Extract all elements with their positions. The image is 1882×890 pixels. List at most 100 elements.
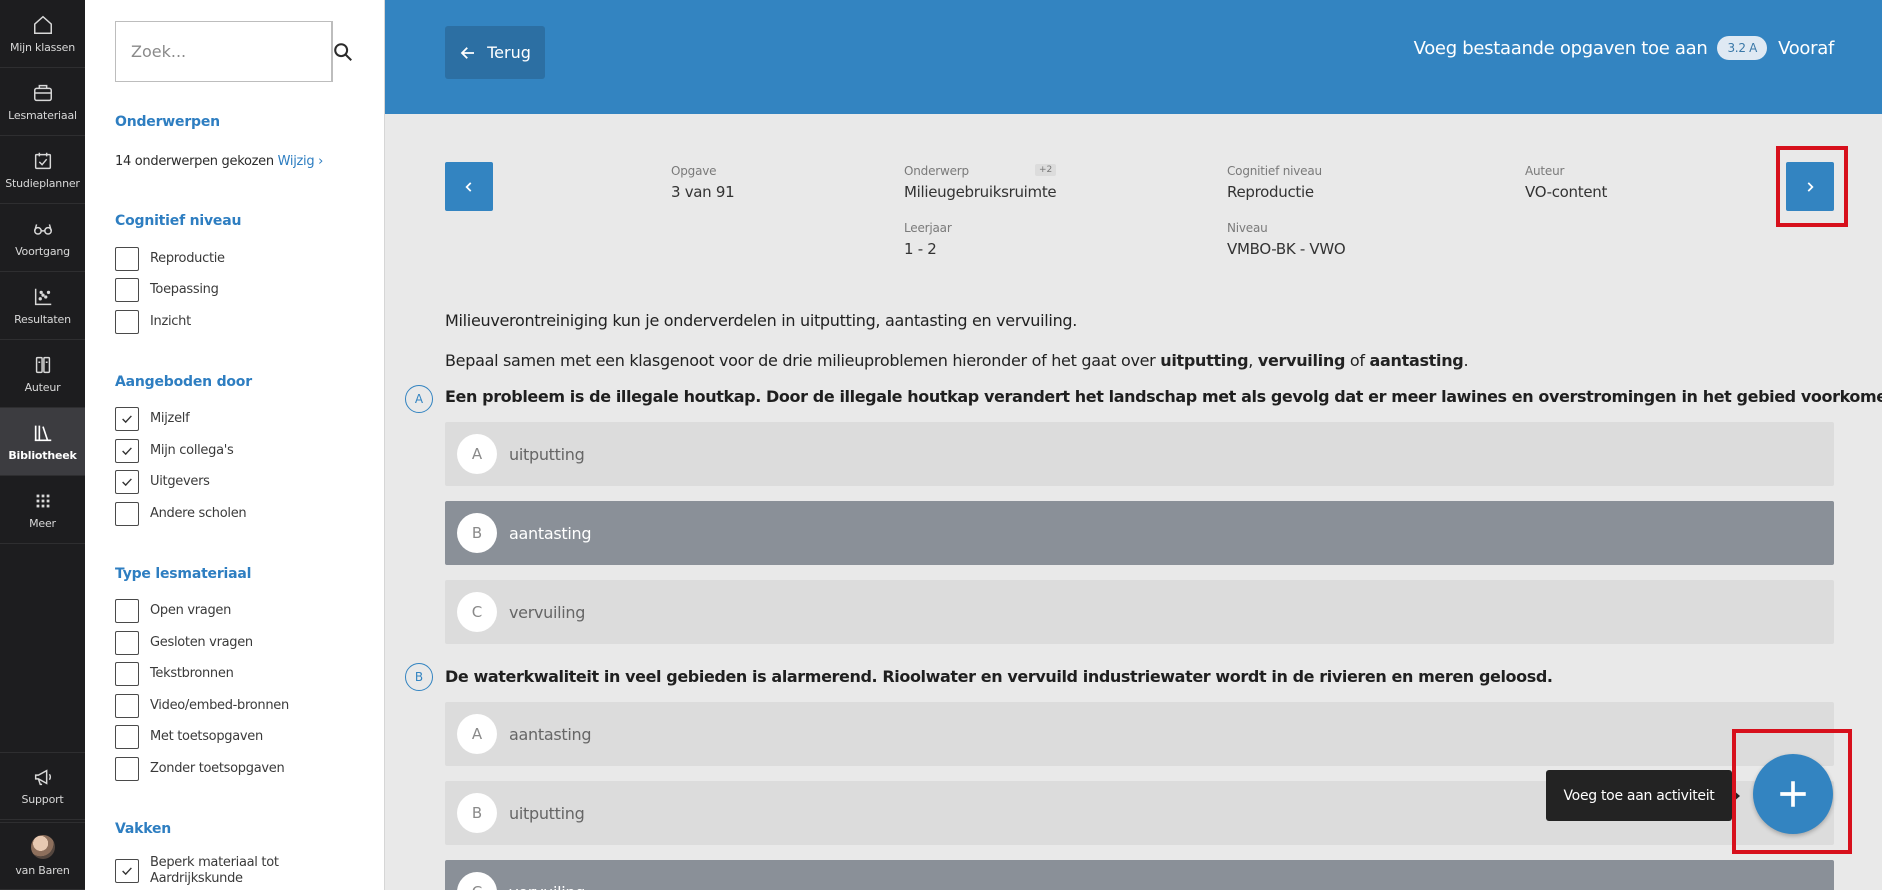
option-text: aantasting	[509, 523, 592, 543]
checkbox[interactable]	[115, 502, 139, 526]
filter-mijzelf[interactable]: Mijzelf	[115, 407, 190, 431]
user-name: van Baren	[15, 864, 70, 877]
checkbox-label: Gesloten vragen	[150, 635, 253, 650]
home-icon	[33, 15, 52, 34]
year-value: 1 - 2	[904, 240, 937, 258]
nav-item-support[interactable]: Support	[0, 752, 85, 820]
checkbox-label: Reproductie	[150, 251, 225, 266]
cognitive-label: Cognitief niveau	[1227, 164, 1322, 178]
checkbox[interactable]	[115, 757, 139, 781]
answer-option[interactable]: A aantasting	[445, 702, 1834, 766]
instruction-term: vervuiling	[1257, 351, 1346, 370]
topics-heading: Onderwerpen	[115, 114, 220, 130]
filter-toepassing[interactable]: Toepassing	[115, 278, 219, 302]
search-input[interactable]	[116, 22, 331, 81]
author-value: VO-content	[1525, 183, 1608, 201]
nav-item-auteur[interactable]: Auteur	[0, 340, 85, 408]
check-icon	[122, 478, 132, 487]
calendar-check-icon	[34, 152, 51, 169]
next-exercise-button[interactable]	[1786, 162, 1834, 211]
filter-gesloten-vragen[interactable]: Gesloten vragen	[115, 631, 253, 655]
instruction-term: uitputting	[1160, 351, 1249, 370]
topics-count: 14 onderwerpen gekozen	[115, 154, 274, 169]
checkbox-label: Tekstbronnen	[150, 666, 234, 681]
nav-label: Resultaten	[14, 312, 71, 326]
author-icon	[35, 356, 50, 373]
nav-item-meer[interactable]: Meer	[0, 476, 85, 544]
option-text: vervuiling	[509, 883, 585, 890]
class-badge: 3.2 A	[1717, 36, 1768, 60]
filter-tekstbronnen[interactable]: Tekstbronnen	[115, 662, 234, 686]
checkbox-checked[interactable]	[115, 407, 139, 431]
checkbox-label: Met toetsopgaven	[150, 729, 263, 744]
filter-reproductie[interactable]: Reproductie	[115, 247, 225, 271]
filter-sidebar: Onderwerpen 14 onderwerpen gekozen Wijzi…	[85, 0, 385, 890]
checkbox-checked[interactable]	[115, 439, 139, 463]
nav-label: Meer	[29, 516, 56, 530]
arrow-left-icon	[460, 46, 475, 59]
question-marker: B	[405, 663, 433, 691]
add-to-activity-button[interactable]	[1753, 754, 1833, 834]
exercise-intro: Milieuverontreiniging kun je onderverdel…	[445, 311, 1078, 330]
filter-andere-scholen[interactable]: Andere scholen	[115, 502, 247, 526]
nav-label: Bibliotheek	[8, 448, 77, 462]
search-icon	[334, 42, 352, 61]
page-title-text: Voeg bestaande opgaven toe aan	[1413, 37, 1708, 59]
topic-value: Milieugebruiksruimte	[904, 183, 1057, 201]
user-menu[interactable]: van Baren	[0, 822, 85, 890]
filter-met-toetsopgaven[interactable]: Met toetsopgaven	[115, 725, 263, 749]
type-heading: Type lesmateriaal	[115, 566, 252, 582]
author-label: Auteur	[1525, 164, 1565, 178]
checkbox-checked[interactable]	[115, 470, 139, 494]
checkbox[interactable]	[115, 310, 139, 334]
change-topics-link[interactable]: Wijzig ›	[278, 154, 324, 169]
previous-exercise-button[interactable]	[445, 162, 493, 211]
nav-item-mijn-klassen[interactable]: Mijn klassen	[0, 0, 85, 68]
checkbox-label: Andere scholen	[150, 506, 247, 521]
checkbox[interactable]	[115, 694, 139, 718]
checkbox[interactable]	[115, 631, 139, 655]
checkbox[interactable]	[115, 725, 139, 749]
filter-uitgevers[interactable]: Uitgevers	[115, 470, 210, 494]
chevron-left-icon	[465, 181, 472, 192]
checkbox[interactable]	[115, 278, 139, 302]
topic-extra-badge[interactable]: +2	[1035, 164, 1057, 176]
search-button[interactable]	[331, 22, 354, 81]
checkbox-label: Beperk materiaal tot Aardrijkskunde	[150, 855, 279, 887]
filter-inzicht[interactable]: Inzicht	[115, 310, 191, 334]
option-letter: B	[457, 793, 497, 833]
back-button[interactable]: Terug	[445, 26, 545, 79]
instruction-text: of	[1345, 351, 1370, 370]
nav-item-lesmateriaal[interactable]: Lesmateriaal	[0, 68, 85, 136]
nav-label: Lesmateriaal	[8, 108, 77, 122]
filter-zonder-toetsopgaven[interactable]: Zonder toetsopgaven	[115, 757, 285, 781]
checkbox[interactable]	[115, 599, 139, 623]
exercise-value: 3 van 91	[671, 183, 735, 201]
nav-label: Auteur	[24, 380, 61, 394]
exercise-label: Opgave	[671, 164, 717, 178]
nav-item-bibliotheek[interactable]: Bibliotheek	[0, 408, 85, 476]
checkbox[interactable]	[115, 247, 139, 271]
nav-item-resultaten[interactable]: Resultaten	[0, 272, 85, 340]
filter-open-vragen[interactable]: Open vragen	[115, 599, 231, 623]
filter-video-embed-bronnen[interactable]: Video/embed-bronnen	[115, 694, 289, 718]
cognitive-value: Reproductie	[1227, 183, 1314, 201]
level-value: VMBO-BK - VWO	[1227, 240, 1346, 258]
checkbox[interactable]	[115, 662, 139, 686]
checkbox-label: Mijn collega's	[150, 443, 234, 458]
subjects-heading: Vakken	[115, 821, 172, 837]
filter-aardrijkskunde[interactable]: Beperk materiaal tot Aardrijkskunde	[115, 855, 279, 887]
answer-option[interactable]: A uitputting	[445, 422, 1834, 486]
instruction-term: aantasting	[1369, 351, 1464, 370]
answer-option-selected[interactable]: B aantasting	[445, 501, 1834, 565]
level-label: Niveau	[1227, 221, 1268, 235]
checkbox-checked[interactable]	[115, 859, 139, 883]
filter-mijn-collegas[interactable]: Mijn collega's	[115, 439, 234, 463]
check-icon	[122, 447, 132, 456]
answer-option[interactable]: C vervuiling	[445, 580, 1834, 644]
nav-item-voortgang[interactable]: Voortgang	[0, 204, 85, 272]
answer-option-selected[interactable]: C vervuiling	[445, 860, 1834, 890]
nav-label: Support	[21, 793, 64, 806]
add-to-activity-tooltip: Voeg toe aan activiteit	[1546, 770, 1732, 821]
nav-item-studieplanner[interactable]: Studieplanner	[0, 136, 85, 204]
